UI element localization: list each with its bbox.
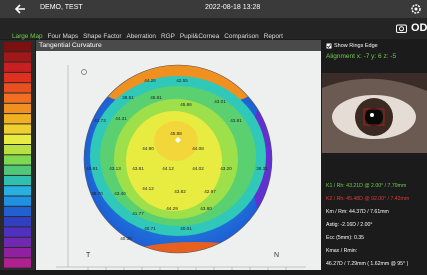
eye-image (322, 73, 427, 153)
map-value: 45.86 (180, 102, 192, 107)
back-button[interactable] (14, 4, 26, 14)
reading: Astig: -2.16D / 2.00° (326, 222, 372, 228)
reading: K1 / Rh: 43.21D @ 2.00° / 7.79mm (326, 183, 406, 189)
rings-checkbox[interactable] (326, 43, 332, 49)
alignment: Alignment x: -7 y: 6 z: -5 (326, 53, 396, 60)
map-value: 44.90 (142, 146, 154, 151)
map-header: Tangential Curvature (36, 40, 321, 51)
reading: Ecc (5mm): 0.35 (326, 235, 364, 241)
map-value: 44.31 (115, 116, 127, 121)
reading: 46.27D / 7.29mm ( 1.62mm @ 95° ) (326, 261, 408, 267)
tab[interactable]: RGP (161, 33, 175, 40)
camera-button[interactable] (396, 23, 407, 33)
tab[interactable]: Comparison (224, 33, 258, 40)
exam-datetime: 2022-08-18 13:28 (205, 4, 260, 11)
map-value: 43.82 (174, 189, 186, 194)
settings-button[interactable] (410, 3, 422, 15)
map-value: 45.81 (150, 95, 162, 100)
map-value: 44.12 (162, 166, 174, 171)
color-scale-bars (0, 40, 35, 270)
map-value: 43.40 (114, 191, 126, 196)
tab[interactable]: Pupil&Cornea (180, 33, 219, 40)
top-bar: DEMO, TEST 2022-08-18 13:28 (0, 0, 427, 18)
app: DEMO, TEST 2022-08-18 13:28 Large Map Fou… (0, 0, 427, 270)
map-value: 38.70 (91, 191, 103, 196)
info-panel: Show Rings Edge Alignment x: -7 y: 6 z: … (322, 40, 427, 270)
tab[interactable]: Four Maps (48, 33, 79, 40)
map-value: 42.97 (204, 189, 216, 194)
map-value: 40.81 (86, 166, 98, 171)
reading: K2 / Rh: 45.48D @ 92.00° / 7.42mm (326, 196, 409, 202)
nasal-label: N (274, 252, 279, 259)
rings-label[interactable]: Show Rings Edge (334, 43, 378, 49)
map-value: 43.20 (220, 166, 232, 171)
map-value: 44.26 (144, 78, 156, 83)
tab-bar: Large Map Four Maps Shape Factor Aberration… (0, 18, 427, 39)
patient-name: DEMO, TEST (40, 4, 83, 11)
eye-side: OD (411, 22, 427, 34)
topography-map: T N 44.26 42.55 38.51 45.81 45.86 43.01 41.73 4… (36, 51, 321, 270)
map-value: 41.73 (94, 118, 106, 123)
map-title: Tangential Curvature (39, 42, 102, 49)
map-value: 43.01 (214, 99, 226, 104)
tab[interactable]: Report (264, 33, 283, 40)
map-value: 41.77 (132, 211, 144, 216)
map-value: 44.02 (192, 166, 204, 171)
map-value: 43.81 (230, 118, 242, 123)
map-value: 40.01 (180, 226, 192, 231)
map-value: 40.71 (144, 226, 156, 231)
map-value: 43.81 (132, 166, 144, 171)
map-value: 38.31 (256, 166, 268, 171)
color-scale (0, 40, 35, 270)
tab[interactable]: Large Map (12, 33, 43, 40)
map-value: 40.35 (120, 236, 132, 241)
reading: Kmax / Rmin: (326, 248, 357, 254)
map-value: 45.88 (170, 131, 182, 136)
map-value: 43.80 (200, 206, 212, 211)
map-value: 43.13 (109, 166, 121, 171)
tab[interactable]: Aberration (126, 33, 156, 40)
tab[interactable]: Shape Factor (83, 33, 121, 40)
map-value: 44.29 (166, 206, 178, 211)
map-value: 44.12 (142, 186, 154, 191)
map-value: 42.55 (176, 78, 188, 83)
reading: Km / Rm: 44.37D / 7.61mm (326, 209, 389, 215)
map-value: 44.08 (192, 146, 204, 151)
map-panel: Tangential Curvature (36, 40, 321, 270)
temporal-label: T (86, 252, 91, 259)
map-value: 38.51 (122, 95, 134, 100)
